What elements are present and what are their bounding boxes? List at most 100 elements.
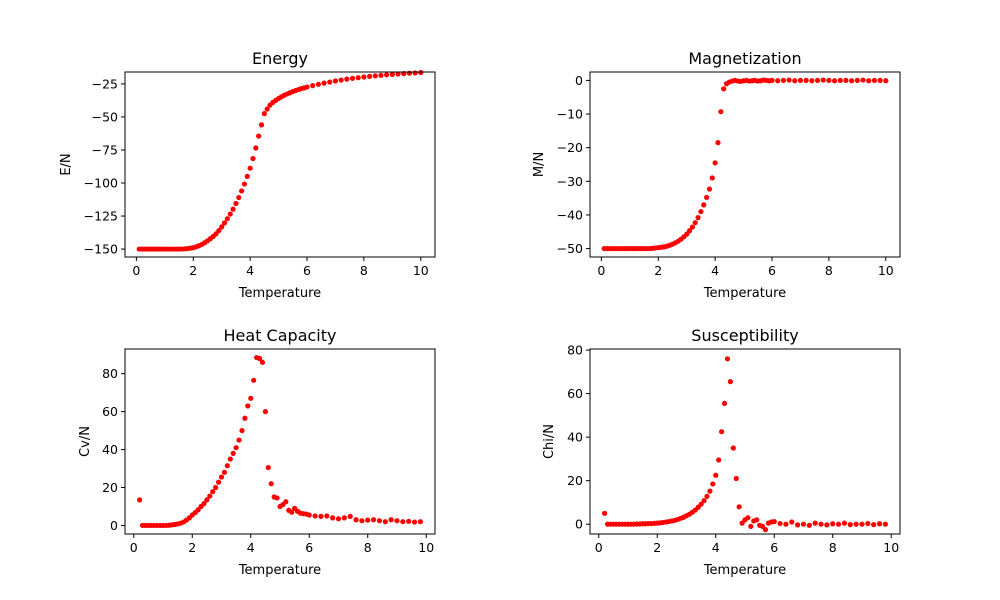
- heat-capacity-data-point: [382, 519, 388, 525]
- susceptibility-y-tick-label: 0: [575, 517, 583, 532]
- energy-data-point: [355, 75, 361, 81]
- heat-capacity-data-point: [213, 484, 219, 491]
- heat-capacity-data-point: [388, 517, 394, 523]
- magnetization-data-point: [695, 215, 701, 221]
- heat-capacity-data-point: [204, 497, 210, 503]
- magnetization-x-tick-label: 4: [711, 263, 719, 278]
- susceptibility-series-markers: [602, 356, 888, 533]
- susceptibility-data-point: [713, 472, 719, 478]
- magnetization-y-tick-label: −40: [557, 207, 583, 222]
- magnetization-data-point: [701, 202, 707, 208]
- energy-data-point: [241, 181, 248, 187]
- susceptibility-data-point: [733, 475, 739, 482]
- magnetization-data-point: [860, 77, 866, 83]
- energy-data-point: [349, 75, 356, 81]
- energy-data-point: [378, 72, 384, 78]
- heat-capacity-y-tick-label: 60: [102, 404, 118, 419]
- heat-capacity-data-point: [227, 456, 233, 462]
- susceptibility-data-point: [762, 527, 769, 533]
- energy-data-point: [310, 83, 316, 89]
- susceptibility-data-point: [771, 518, 777, 525]
- susceptibility-data-point: [847, 522, 853, 528]
- heat-capacity-data-point: [259, 359, 266, 365]
- heat-capacity-x-tick-label: 0: [130, 540, 138, 555]
- energy-data-point: [253, 145, 259, 151]
- heat-capacity-data-point: [137, 497, 143, 503]
- magnetization-data-point: [718, 109, 724, 115]
- magnetization-y-tick-label: −20: [557, 140, 583, 155]
- susceptibility-data-point: [865, 520, 871, 527]
- energy-data-point: [332, 78, 339, 84]
- heat-capacity-data-point: [210, 489, 216, 495]
- heat-capacity-y-tick-label: 80: [102, 366, 118, 381]
- magnetization-data-point: [704, 194, 710, 201]
- heat-capacity-data-point: [221, 469, 228, 475]
- energy-data-point: [239, 188, 245, 194]
- magnetization-data-point: [831, 78, 838, 84]
- susceptibility-plot-area: 0 2 4 6 8 10 0 20 40 60 80: [567, 343, 901, 555]
- energy-x-tick-label: 6: [303, 263, 311, 278]
- heat-capacity-data-point: [239, 427, 245, 434]
- susceptibility-data-point: [841, 520, 848, 526]
- magnetization-y-axis-label: M/N: [532, 152, 547, 177]
- energy-data-point: [304, 84, 310, 90]
- energy-y-tick-label: −125: [84, 209, 118, 224]
- energy-data-point: [361, 74, 367, 80]
- susceptibility-data-point: [824, 522, 830, 528]
- susceptibility-y-tick-label: 20: [567, 473, 583, 488]
- magnetization-x-axis-label: Temperature: [703, 286, 786, 301]
- heat-capacity-subplot: Heat Capacity Temperature Cv/N 0 2 4 6 8 10 0 2…: [78, 326, 436, 578]
- susceptibility-data-point: [818, 521, 824, 527]
- susceptibility-subplot: Susceptibility Temperature Chi/N 0 2 4 6 8 10…: [542, 326, 901, 578]
- heat-capacity-x-tick-label: 6: [305, 540, 313, 555]
- heat-capacity-data-point: [251, 377, 257, 383]
- heat-capacity-data-point: [365, 517, 371, 523]
- energy-plot-area: 0 2 4 6 8 10 −150 −125 −100 −75 −50 −25: [84, 69, 436, 278]
- susceptibility-data-point: [710, 481, 716, 487]
- magnetization-data-point: [803, 77, 809, 84]
- energy-data-point: [256, 133, 262, 139]
- heat-capacity-data-point: [324, 513, 330, 519]
- heat-capacity-data-point: [318, 513, 324, 519]
- magnetization-x-tick-label: 2: [654, 263, 662, 278]
- energy-data-point: [261, 111, 267, 117]
- heat-capacity-y-tick-label: 20: [102, 480, 118, 495]
- energy-data-point: [389, 71, 395, 77]
- magnetization-data-point: [792, 78, 798, 84]
- energy-data-point: [244, 173, 250, 179]
- energy-axes-frame: [124, 71, 436, 258]
- susceptibility-title: Susceptibility: [691, 326, 798, 345]
- energy-data-point: [250, 155, 256, 162]
- susceptibility-x-tick-label: 10: [883, 540, 899, 555]
- energy-x-tick-label: 10: [413, 263, 429, 278]
- susceptibility-x-tick-label: 6: [770, 540, 778, 555]
- energy-y-tick-label: −100: [84, 176, 118, 191]
- energy-y-tick-label: −150: [84, 242, 118, 257]
- heat-capacity-data-point: [341, 515, 347, 521]
- susceptibility-data-point: [783, 521, 789, 527]
- energy-x-tick-label: 2: [189, 263, 197, 278]
- energy-data-point: [258, 122, 265, 128]
- magnetization-y-tick-label: −50: [557, 241, 583, 256]
- heat-capacity-data-point: [236, 437, 242, 443]
- energy-subplot: Energy Temperature E/N 0 2 4 6 8 10 −150 −125 −1…: [59, 49, 436, 301]
- heat-capacity-axes-frame: [124, 348, 436, 535]
- heat-capacity-x-axis-label: Temperature: [238, 563, 321, 578]
- magnetization-x-tick-label: 0: [597, 263, 605, 278]
- heat-capacity-y-tick-label: 40: [102, 442, 118, 457]
- susceptibility-x-axis-label: Temperature: [703, 563, 786, 578]
- magnetization-x-tick-label: 8: [825, 263, 833, 278]
- susceptibility-data-point: [882, 521, 888, 527]
- energy-x-axis-label: Temperature: [238, 286, 321, 301]
- heat-capacity-data-point: [289, 509, 295, 515]
- magnetization-data-point: [797, 77, 804, 84]
- energy-data-point: [216, 227, 222, 234]
- energy-x-tick-label: 4: [246, 263, 254, 278]
- heat-capacity-x-tick-label: 2: [188, 540, 196, 555]
- susceptibility-data-point: [876, 521, 883, 527]
- heat-capacity-x-tick-label: 4: [247, 540, 255, 555]
- susceptibility-axes-frame: [589, 348, 901, 535]
- susceptibility-x-tick-label: 0: [595, 540, 603, 555]
- susceptibility-data-point: [800, 521, 807, 527]
- susceptibility-y-tick-label: 60: [567, 386, 583, 401]
